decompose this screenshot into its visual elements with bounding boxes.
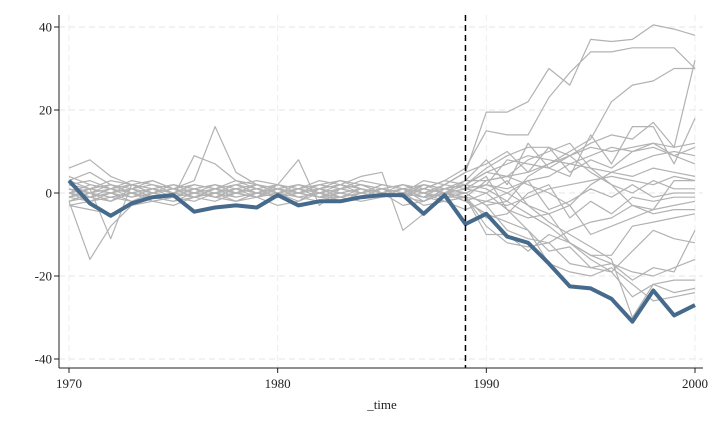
placebo-series-line <box>68 184 696 302</box>
y-tick-label: -40 <box>35 352 52 367</box>
placebo-series-line <box>68 118 696 198</box>
y-tick-label: 0 <box>46 186 53 201</box>
placebo-series-line <box>68 184 695 219</box>
placebo-series-line <box>68 60 696 260</box>
treated-series-group <box>67 179 696 324</box>
placebo-series-line <box>68 126 696 194</box>
placebo-series-line <box>68 188 695 298</box>
placebo-series-line <box>68 67 695 202</box>
x-tick-label: 2000 <box>682 376 708 391</box>
y-tick-label: -20 <box>35 269 52 284</box>
placebo-series-line <box>68 175 696 206</box>
x-tick-label: 1990 <box>473 376 499 391</box>
treated-series-line <box>67 179 696 324</box>
placebo-series-line <box>68 150 696 198</box>
x-tick-label: 1980 <box>265 376 291 391</box>
placebo-series-group <box>68 24 696 319</box>
placebo-series-line <box>68 47 696 198</box>
y-tick-label: 40 <box>39 20 52 35</box>
placebo-series-line <box>68 24 696 198</box>
x-axis-title: _time <box>366 397 397 412</box>
placebo-series-line <box>68 184 696 319</box>
x-tick-label: 1970 <box>56 376 82 391</box>
axes: 40 20 0 -20 -40 1970 1980 1990 2000 <box>35 15 708 391</box>
y-tick-label: 20 <box>39 103 52 118</box>
